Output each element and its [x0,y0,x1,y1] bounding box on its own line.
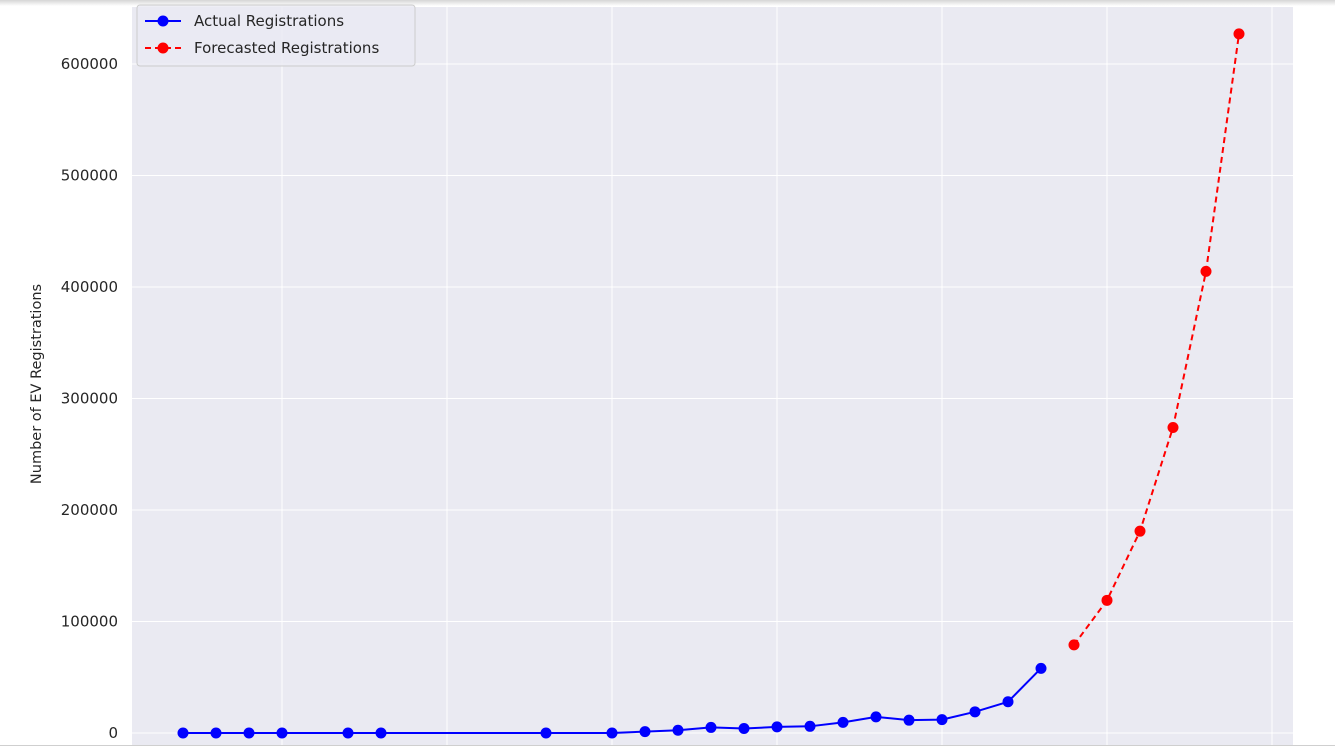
actual-data-point [1002,696,1014,708]
forecast-data-point [1167,421,1179,433]
actual-data-point [276,727,288,739]
y-axis-ticks: 0 100000 200000 300000 400000 500000 600000 [61,55,118,742]
window-top-edge [0,0,1335,6]
actual-data-point [969,706,981,718]
actual-data-point [870,711,882,723]
actual-data-point [177,727,189,739]
actual-data-point [738,723,750,735]
y-tick-label: 300000 [61,390,118,408]
plot-area [132,7,1293,745]
actual-data-point [804,720,816,732]
legend-label-forecast: Forecasted Registrations [194,39,379,57]
actual-data-point [243,727,255,739]
actual-data-point [1035,662,1047,674]
actual-data-point [210,727,222,739]
actual-data-point [903,714,915,726]
actual-data-point [837,716,849,728]
forecast-data-point [1134,525,1146,537]
legend-marker-forecast [157,42,169,54]
legend-label-actual: Actual Registrations [194,12,344,30]
y-tick-label: 500000 [61,167,118,185]
legend-item-forecast: Forecasted Registrations [145,39,379,57]
legend-item-actual: Actual Registrations [145,12,344,30]
actual-data-point [540,727,552,739]
forecast-data-point [1101,594,1113,606]
actual-data-point [639,726,651,738]
actual-data-point [672,724,684,736]
actual-data-point [705,721,717,733]
actual-data-point [606,727,618,739]
actual-data-point [936,714,948,726]
y-tick-label: 600000 [61,55,118,73]
y-tick-label: 200000 [61,501,118,519]
forecast-data-point [1068,639,1080,651]
forecast-data-point [1233,28,1245,40]
forecast-data-point [1200,265,1212,277]
y-tick-label: 0 [108,724,118,742]
actual-data-point [771,721,783,733]
window-bottom-edge [0,745,1335,746]
y-tick-label: 100000 [61,613,118,631]
y-tick-label: 400000 [61,278,118,296]
legend-marker-actual [157,15,169,27]
legend: Actual Registrations Forecasted Registra… [136,4,416,67]
legend-box [136,4,416,67]
series-points [177,28,1245,739]
forecast-series-line [1073,33,1240,646]
y-axis-label: Number of EV Registrations [29,284,45,484]
actual-data-point [342,727,354,739]
actual-data-point [375,727,387,739]
